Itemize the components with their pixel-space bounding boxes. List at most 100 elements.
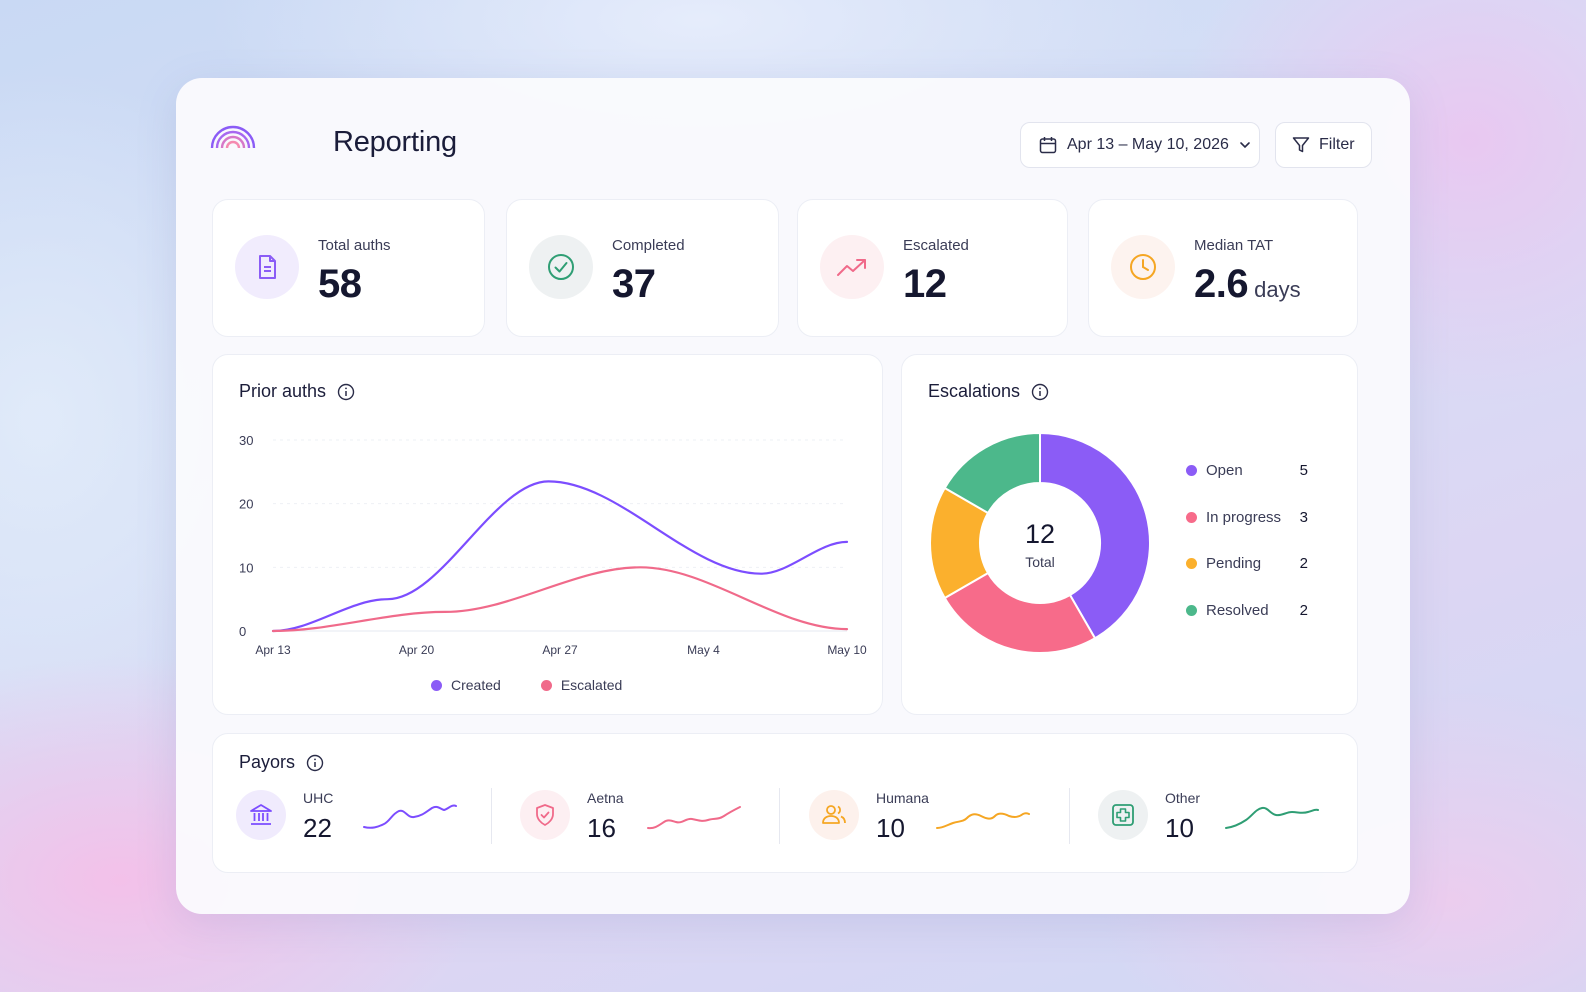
- y-tick-label: 20: [239, 497, 253, 512]
- legend-label: Pending: [1206, 555, 1262, 572]
- shield-check-icon: [536, 804, 554, 826]
- y-tick-label: 10: [239, 560, 253, 575]
- stat-value: 2.6 days: [1194, 262, 1301, 307]
- rainbow-logo-icon: [210, 125, 256, 149]
- escalations-card: Escalations 12 Total Open 5 In progress 3 Pe…: [901, 354, 1358, 715]
- donut-total-label: Total: [1025, 554, 1055, 570]
- stat-value: 37: [612, 262, 656, 306]
- info-icon[interactable]: [1031, 383, 1049, 401]
- x-tick-label: Apr 20: [399, 643, 435, 657]
- escalations-donut-chart: [929, 431, 1151, 654]
- stat-icon-wrap: [235, 235, 299, 299]
- payor-sparkline: [363, 804, 457, 829]
- stat-label: Completed: [612, 237, 685, 254]
- legend-dot: [1186, 511, 1197, 523]
- payor-value: 16: [587, 813, 616, 843]
- legend-label: Resolved: [1206, 601, 1269, 619]
- stat-icon-wrap: [1111, 235, 1175, 299]
- escalations-title: Escalations: [928, 381, 1049, 402]
- payor-uhc[interactable]: UHC 22: [236, 786, 476, 850]
- payor-icon-wrap: [236, 790, 286, 840]
- legend-dot-escalated: [540, 679, 552, 691]
- prior-auths-card: Prior auths 0 10 20 30 Apr 13 Apr 20 Apr 27 May…: [212, 354, 883, 715]
- legend-dot: [1186, 558, 1197, 569]
- page-title: Reporting: [333, 126, 457, 158]
- payor-name: Humana: [876, 790, 929, 806]
- filter-label: Filter: [1319, 136, 1355, 153]
- payor-aetna[interactable]: Aetna 16: [520, 786, 760, 850]
- legend-label: In progress: [1206, 508, 1282, 526]
- x-tick-label: Apr 27: [542, 643, 578, 657]
- payors-card: Payors UHC 22: [212, 733, 1358, 873]
- info-icon[interactable]: [337, 383, 355, 401]
- trending-up-icon: [837, 259, 866, 276]
- medical-cross-icon: [1112, 804, 1134, 826]
- reporting-panel: Reporting Apr 13 – May 10, 2026 Filter: [176, 78, 1410, 914]
- legend-label: Open: [1206, 462, 1243, 479]
- payor-sparkline: [1225, 806, 1319, 829]
- series-line-escalated: [271, 566, 849, 633]
- clock-icon: [1130, 254, 1156, 280]
- donut-slice-resolved: [943, 431, 1041, 515]
- donut-center: 12 Total: [1000, 519, 1080, 570]
- divider: [779, 788, 780, 844]
- stat-value-number: 2.6: [1194, 262, 1249, 306]
- x-tick-label: Apr 13: [255, 643, 291, 657]
- stat-label: Median TAT: [1194, 237, 1274, 254]
- legend-value: 3: [1299, 508, 1308, 526]
- stat-label: Total auths: [318, 237, 391, 254]
- donut-slice-in-progress: [943, 571, 1097, 654]
- y-tick-label: 0: [239, 624, 246, 639]
- filter-icon: [1292, 137, 1310, 153]
- payor-icon-wrap: [520, 790, 570, 840]
- bank-icon: [250, 804, 272, 825]
- stat-card-escalated: Escalated 12: [797, 199, 1068, 337]
- x-tick-label: May 10: [827, 643, 867, 657]
- stat-unit: days: [1254, 277, 1301, 302]
- payor-value: 10: [1165, 813, 1194, 843]
- stat-card-median-tat: Median TAT 2.6 days: [1088, 199, 1358, 337]
- payor-other[interactable]: Other 10: [1098, 786, 1338, 850]
- payor-icon-wrap: [1098, 790, 1148, 840]
- legend-item-pending: Pending 2: [1186, 555, 1308, 572]
- card-title-text: Escalations: [928, 381, 1021, 401]
- stat-icon-wrap: [820, 235, 884, 299]
- legend-value: 5: [1299, 462, 1308, 479]
- legend-dot-created: [431, 679, 442, 691]
- legend-item-resolved: Resolved 2: [1186, 602, 1308, 619]
- document-icon: [259, 255, 276, 279]
- payors-title: Payors: [239, 752, 324, 773]
- chevron-down-icon: [1240, 142, 1250, 149]
- legend-dot: [1186, 465, 1197, 476]
- legend-label-created: Created: [451, 677, 501, 693]
- info-icon[interactable]: [306, 754, 324, 772]
- users-icon: [822, 805, 846, 824]
- donut-total-value: 12: [1024, 519, 1056, 549]
- legend-value: 2: [1299, 601, 1308, 619]
- stat-card-total-auths: Total auths 58: [212, 199, 485, 337]
- payor-icon-wrap: [809, 790, 859, 840]
- payor-humana[interactable]: Humana 10: [809, 786, 1049, 850]
- series-line-created: [271, 480, 849, 633]
- x-tick-label: May 4: [687, 643, 720, 657]
- payor-value: 10: [876, 813, 905, 843]
- stat-card-completed: Completed 37: [506, 199, 779, 337]
- chart-legend: Created Escalated: [431, 677, 622, 693]
- legend-label-escalated: Escalated: [560, 677, 623, 693]
- legend-item-in-progress: In progress 3: [1186, 509, 1308, 526]
- y-tick-label: 30: [239, 433, 253, 448]
- card-title-text: Prior auths: [239, 381, 327, 401]
- filter-button[interactable]: Filter: [1275, 122, 1372, 168]
- stat-value: 58: [318, 262, 362, 306]
- check-circle-icon: [548, 254, 574, 280]
- payor-value: 22: [303, 813, 332, 843]
- payor-name: Aetna: [587, 790, 624, 806]
- date-range-label: Apr 13 – May 10, 2026: [1067, 136, 1229, 153]
- divider: [491, 788, 492, 844]
- divider: [1069, 788, 1070, 844]
- prior-auths-title: Prior auths: [239, 381, 355, 402]
- date-range-picker[interactable]: Apr 13 – May 10, 2026: [1020, 122, 1260, 168]
- legend-value: 2: [1299, 555, 1308, 572]
- stat-label: Escalated: [903, 237, 969, 254]
- payor-name: UHC: [303, 790, 334, 806]
